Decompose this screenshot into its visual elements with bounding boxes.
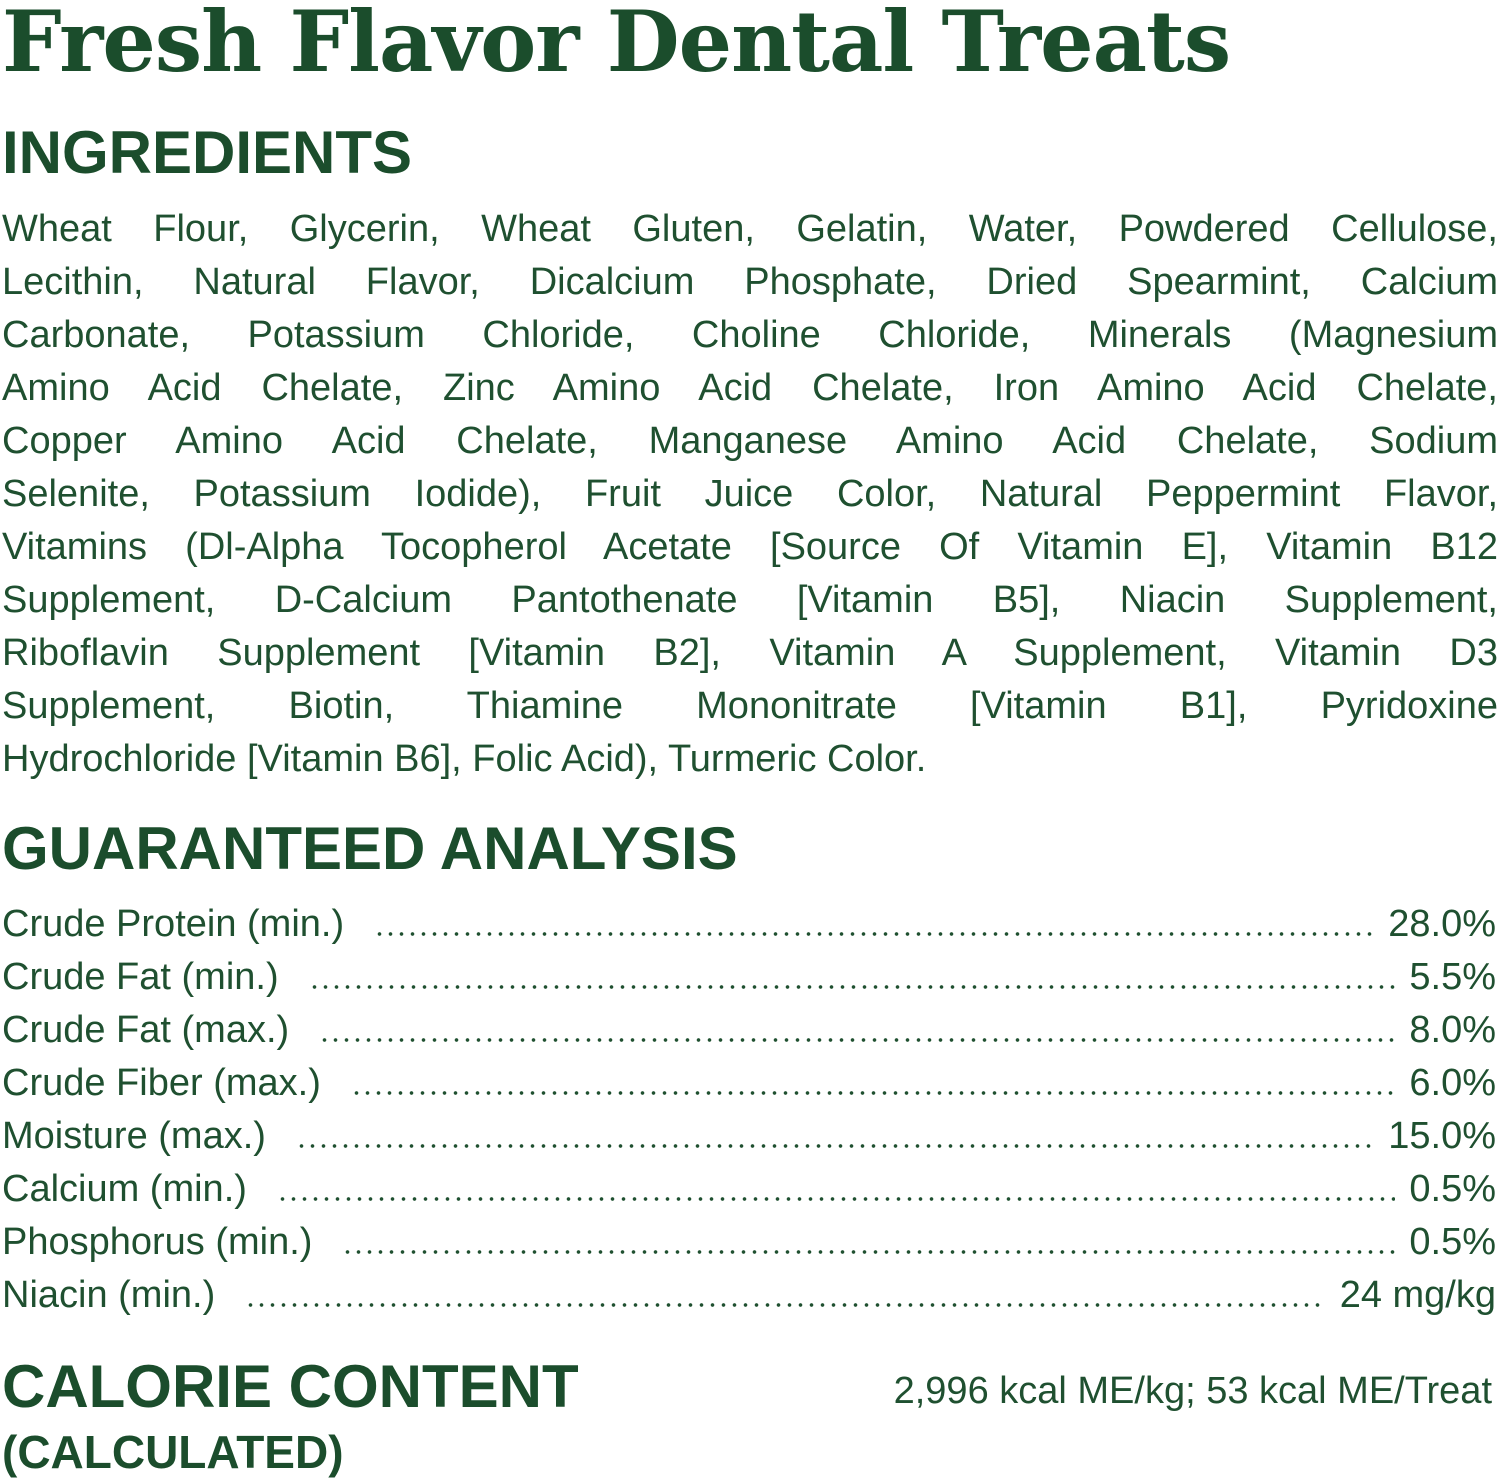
ingredients-line: Selenite, Potassium Iodide), Fruit Juice… — [2, 473, 1498, 515]
calorie-subheading: (CALCULATED) — [2, 1426, 344, 1478]
analysis-row: Moisture (max.) 15.0% — [2, 1110, 1496, 1163]
nutrient-value: 28.0% — [1388, 903, 1496, 945]
ingredients-line: Amino Acid Chelate, Zinc Amino Acid Chel… — [2, 367, 1498, 409]
analysis-row: Crude Protein (min.) 28.0% — [2, 898, 1496, 951]
ingredients-line: Hydrochloride [Vitamin B6], Folic Acid),… — [2, 738, 927, 780]
ingredients-line: Lecithin, Natural Flavor, Dicalcium Phos… — [2, 261, 1498, 303]
analysis-row: Phosphorus (min.) 0.5% — [2, 1216, 1496, 1269]
page-title: Fresh Flavor Dental Treats — [2, 0, 1231, 91]
calorie-heading: CALORIE CONTENT — [2, 1353, 579, 1420]
dot-leader — [319, 1037, 1396, 1043]
ingredients-line: Riboflavin Supplement [Vitamin B2], Vita… — [2, 632, 1498, 674]
nutrient-label: Phosphorus (min.) — [2, 1221, 313, 1263]
nutrient-label: Moisture (max.) — [2, 1115, 266, 1157]
analysis-row: Crude Fat (min.) 5.5% — [2, 951, 1496, 1004]
dot-leader — [276, 1196, 1396, 1202]
analysis-row: Calcium (min.) 0.5% — [2, 1163, 1496, 1216]
nutrient-value: 6.0% — [1409, 1062, 1496, 1104]
dot-leader — [350, 1090, 1396, 1096]
nutrient-label: Crude Fat (max.) — [2, 1009, 290, 1051]
dot-leader — [295, 1143, 1375, 1149]
ingredients-line: Wheat Flour, Glycerin, Wheat Gluten, Gel… — [2, 208, 1498, 250]
ingredients-line: Carbonate, Potassium Chloride, Choline C… — [2, 314, 1498, 356]
nutrient-value: 24 mg/kg — [1339, 1274, 1496, 1316]
analysis-row: Niacin (min.) 24 mg/kg — [2, 1269, 1496, 1322]
nutrient-value: 0.5% — [1409, 1168, 1496, 1210]
analysis-heading: GUARANTEED ANALYSIS — [2, 815, 738, 882]
nutrient-label: Crude Fiber (max.) — [2, 1062, 321, 1104]
dot-leader — [308, 984, 1396, 990]
ingredients-list: Wheat Flour, Glycerin, Wheat Gluten, Gel… — [2, 203, 1498, 786]
nutrient-label: Crude Fat (min.) — [2, 956, 279, 998]
nutrient-value: 0.5% — [1409, 1221, 1496, 1263]
calorie-value: 2,996 kcal ME/kg; 53 kcal ME/Treat — [893, 1370, 1492, 1412]
dot-leader — [342, 1249, 1396, 1255]
nutrient-label: Niacin (min.) — [2, 1274, 216, 1316]
nutrient-label: Crude Protein (min.) — [2, 903, 345, 945]
nutrient-value: 15.0% — [1388, 1115, 1496, 1157]
ingredients-heading: INGREDIENTS — [2, 119, 413, 186]
dot-leader — [245, 1302, 1326, 1308]
nutrient-value: 8.0% — [1409, 1009, 1496, 1051]
nutrient-value: 5.5% — [1409, 956, 1496, 998]
analysis-row: Crude Fiber (max.) 6.0% — [2, 1057, 1496, 1110]
nutrient-label: Calcium (min.) — [2, 1168, 247, 1210]
analysis-table: Crude Protein (min.) 28.0% Crude Fat (min.… — [2, 898, 1496, 1322]
ingredients-line: Supplement, D-Calcium Pantothenate [Vita… — [2, 579, 1498, 621]
analysis-row: Crude Fat (max.) 8.0% — [2, 1004, 1496, 1057]
ingredients-line: Copper Amino Acid Chelate, Manganese Ami… — [2, 420, 1498, 462]
ingredients-line: Supplement, Biotin, Thiamine Mononitrate… — [2, 685, 1498, 727]
ingredients-line: Vitamins (Dl-Alpha Tocopherol Acetate [S… — [2, 526, 1498, 568]
dot-leader — [374, 931, 1375, 937]
